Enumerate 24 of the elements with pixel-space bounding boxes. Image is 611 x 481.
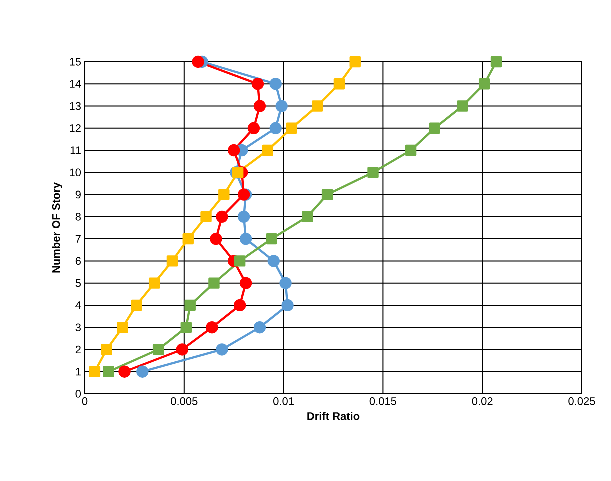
y-tick-label: 3 <box>76 324 81 332</box>
y-axis-title: Number OF Story <box>52 182 62 273</box>
y-tick-label: 13 <box>70 102 81 110</box>
y-tick-label: 7 <box>76 235 81 243</box>
x-tick-label: 0.025 <box>568 398 596 406</box>
x-tick-label: 0.005 <box>171 398 198 406</box>
y-tick-label: 11 <box>70 146 81 154</box>
y-tick-label: 1 <box>76 368 81 376</box>
y-tick-label: 4 <box>76 302 82 310</box>
x-tick-label: 0 <box>82 398 88 406</box>
x-tick-label: 0.015 <box>370 398 396 406</box>
y-tick-label: 6 <box>76 257 81 266</box>
x-tick-label: 0.01 <box>274 398 294 406</box>
y-tick-label: 14 <box>70 80 82 88</box>
y-tick-label: 5 <box>76 279 81 288</box>
y-tick-label: 8 <box>76 213 81 221</box>
y-tick-label: 15 <box>70 58 81 66</box>
y-tick-label: 10 <box>70 168 82 177</box>
x-tick-label: 0.02 <box>472 398 493 406</box>
y-tick-label: 9 <box>76 190 81 199</box>
x-axis-title: Drift Ratio <box>308 412 360 420</box>
y-tick-label: 12 <box>70 124 81 132</box>
y-tick-label: 0 <box>76 390 82 398</box>
y-tick-label: 2 <box>76 346 81 354</box>
